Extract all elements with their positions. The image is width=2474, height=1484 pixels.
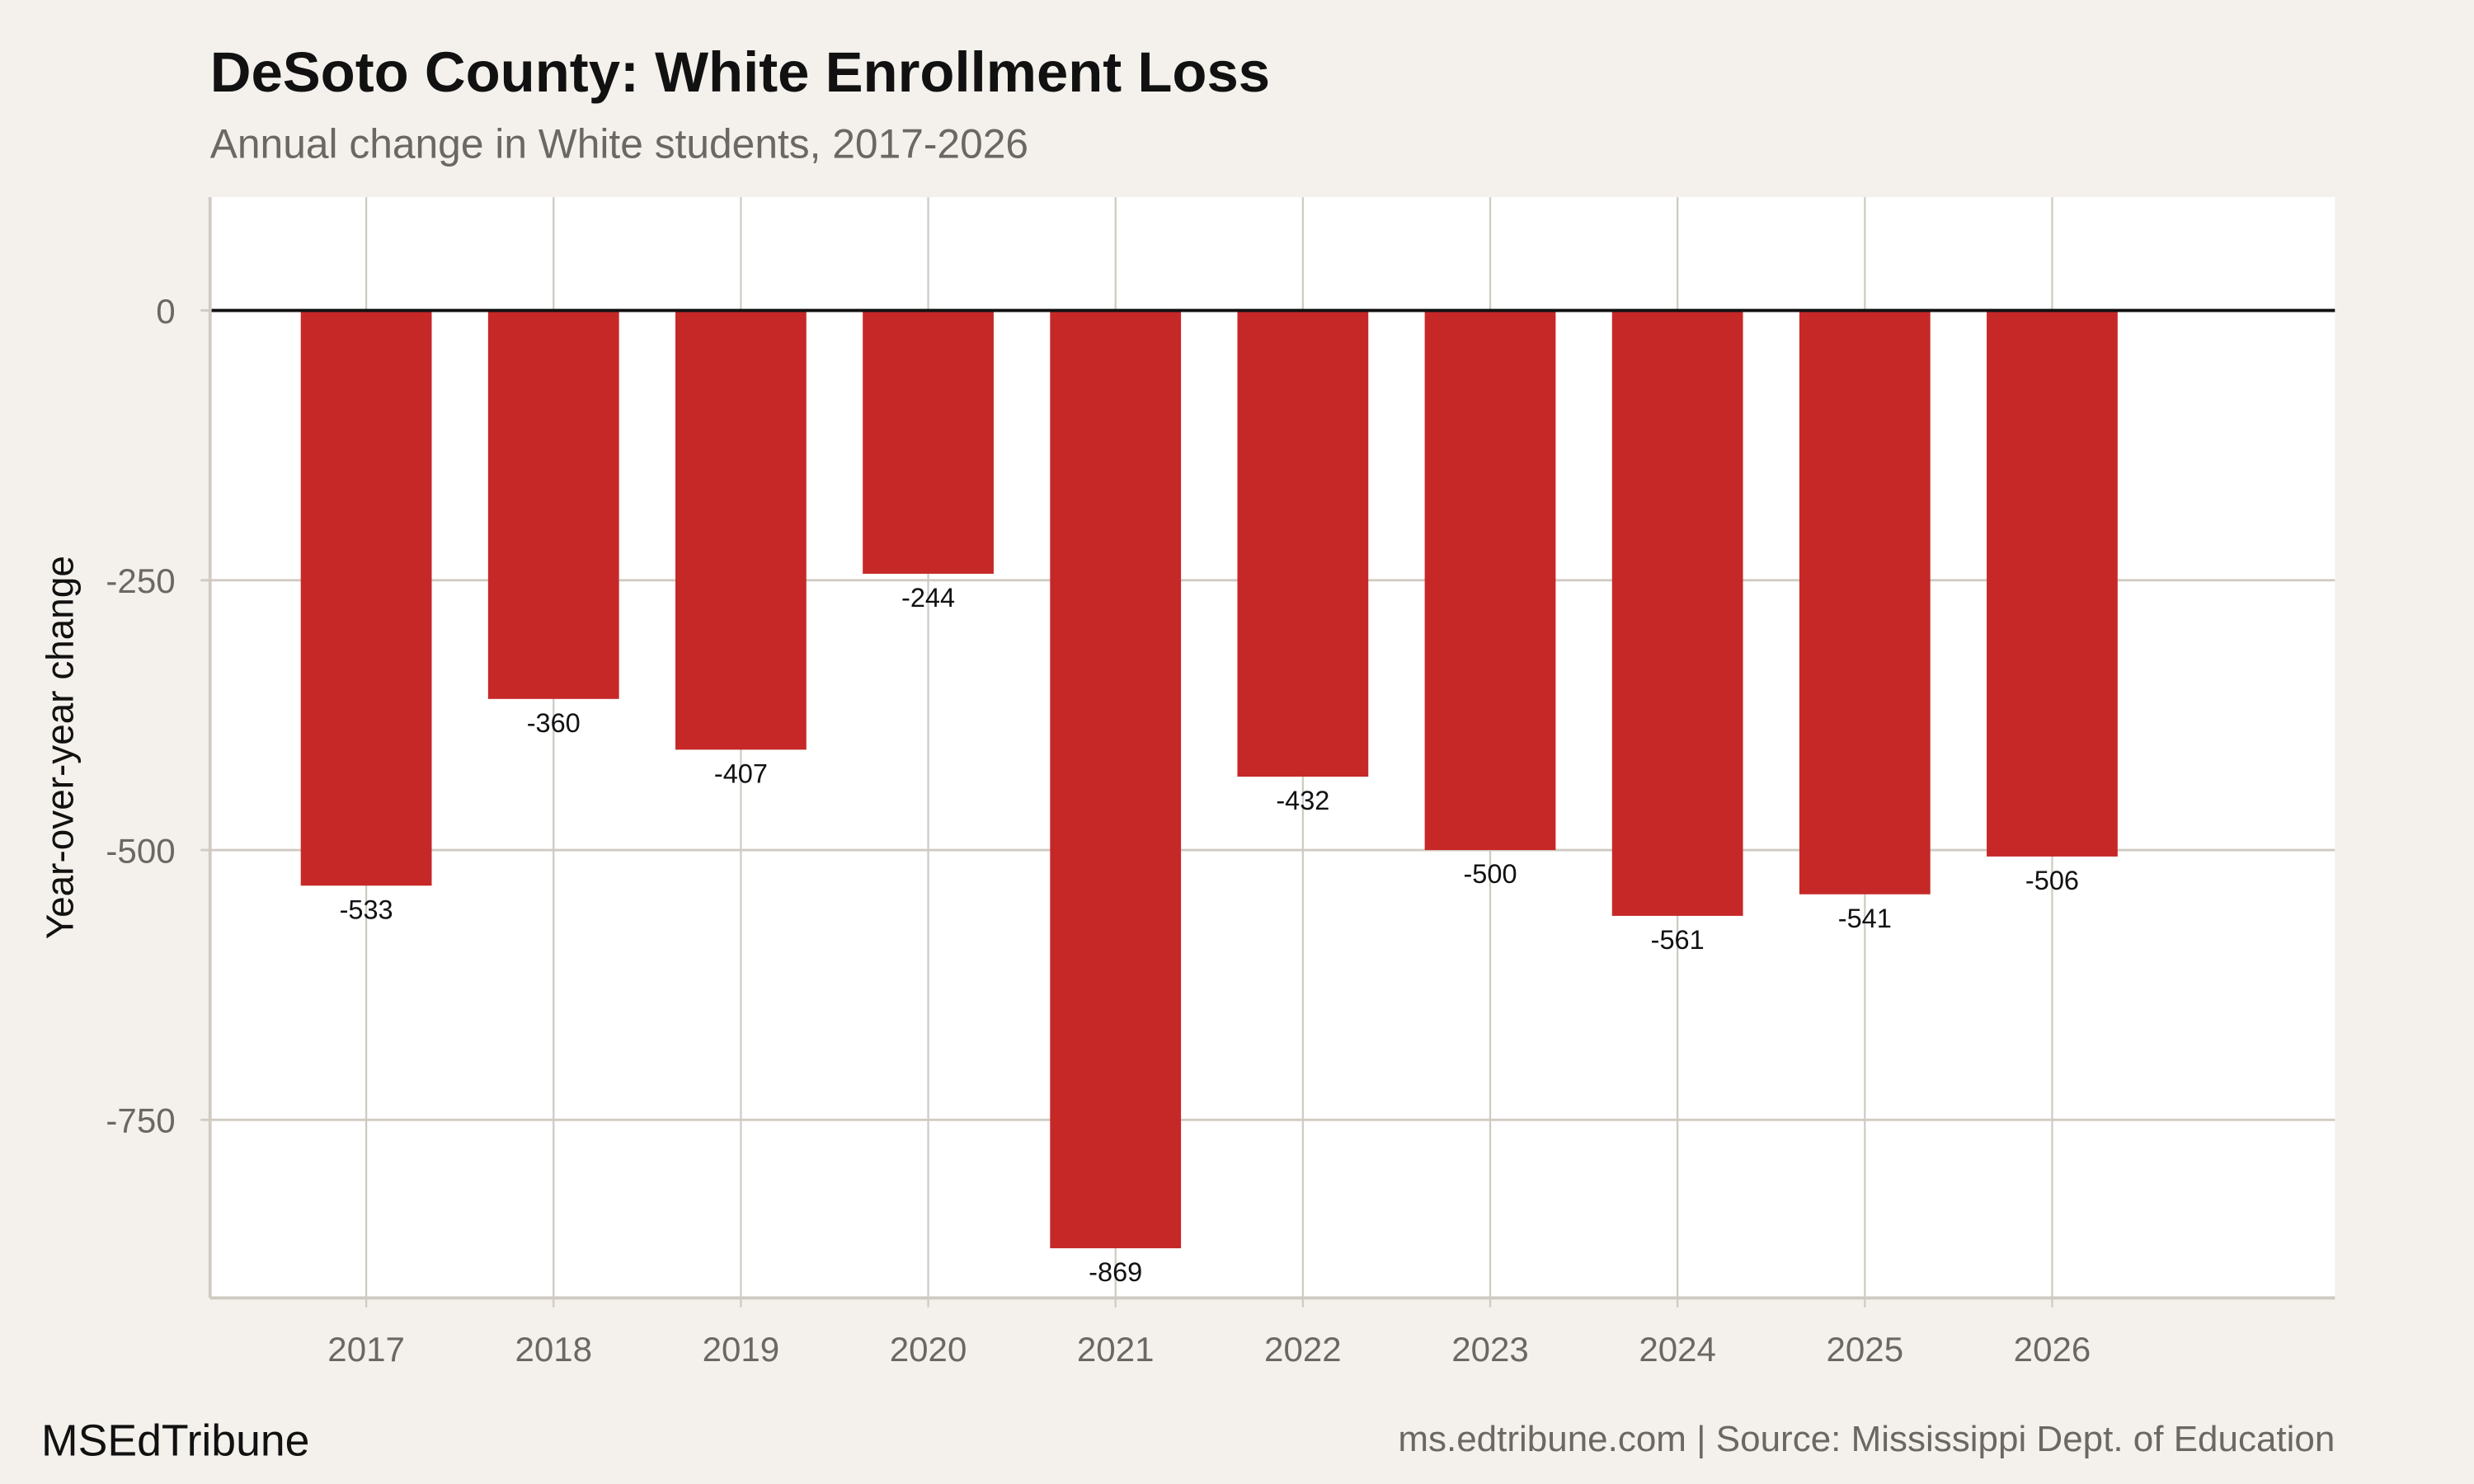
chart-title: DeSoto County: White Enrollment Loss [210, 40, 1270, 104]
y-tick-label: -250 [106, 561, 175, 600]
bar-2023 [1424, 310, 1556, 851]
data-label-2023: -500 [1463, 859, 1517, 889]
data-label-2026: -506 [2025, 866, 2079, 895]
bar-2017 [300, 310, 432, 886]
x-tick-label: 2018 [515, 1330, 592, 1369]
bar-2020 [863, 310, 994, 574]
x-tick-label: 2022 [1264, 1330, 1342, 1369]
data-label-2021: -869 [1089, 1257, 1142, 1287]
x-tick-label: 2021 [1077, 1330, 1155, 1369]
data-label-2018: -360 [527, 708, 581, 738]
x-tick-label: 2026 [2014, 1330, 2091, 1369]
bar-2022 [1237, 310, 1369, 777]
data-label-2017: -533 [340, 895, 393, 924]
bar-2024 [1611, 310, 1743, 916]
data-label-2019: -407 [714, 758, 768, 788]
source-note: ms.edtribune.com | Source: Mississippi D… [1398, 1419, 2335, 1459]
x-tick-label: 2019 [703, 1330, 780, 1369]
data-label-2020: -244 [901, 583, 955, 613]
x-tick-label: 2017 [327, 1330, 405, 1369]
x-tick-label: 2020 [890, 1330, 967, 1369]
x-tick-labels: 2017 2018 2019 2020 2021 2022 2023 2024 2025 2026 [327, 1330, 2091, 1369]
bar-2025 [1799, 310, 1931, 895]
chart-subtitle: Annual change in White students, 2017-20… [210, 120, 1028, 167]
y-tick-label: 0 [156, 292, 175, 331]
x-tick-label: 2024 [1639, 1330, 1716, 1369]
bar-2018 [487, 310, 619, 699]
x-tick-label: 2023 [1451, 1330, 1529, 1369]
y-axis-title: Year-over-year change [38, 556, 81, 939]
y-tick-label: -500 [106, 831, 175, 870]
y-tick-label: -750 [106, 1101, 175, 1140]
brand-label: MSEdTribune [41, 1417, 309, 1466]
bars [300, 310, 2118, 1249]
y-tick-labels: 0 -250 -500 -750 [106, 292, 175, 1140]
bar-2026 [1987, 310, 2118, 857]
data-labels: -533 -360 -407 -244 -869 -432 -500 -561 -541 -506 [340, 583, 2079, 1287]
bar-2021 [1050, 310, 1182, 1249]
data-label-2024: -561 [1651, 925, 1705, 955]
data-label-2025: -541 [1838, 904, 1892, 933]
data-label-2022: -432 [1276, 786, 1329, 815]
x-tick-label: 2025 [1827, 1330, 1904, 1369]
bar-2019 [675, 310, 807, 750]
